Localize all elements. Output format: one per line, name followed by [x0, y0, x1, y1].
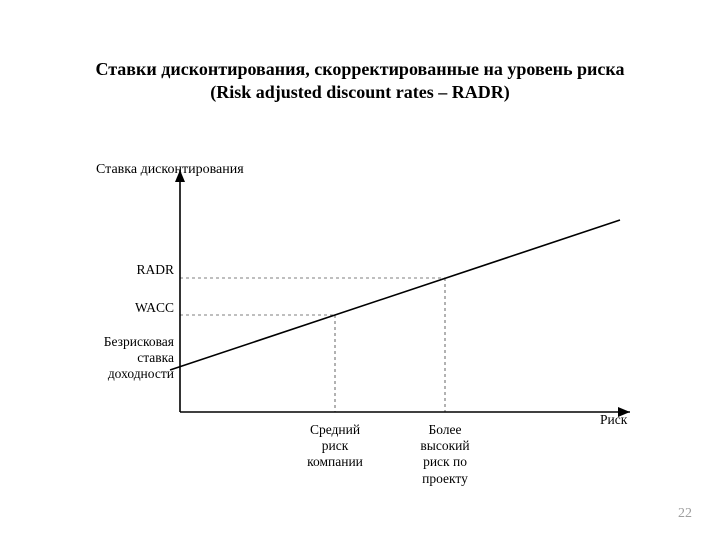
page-number: 22 — [678, 506, 692, 522]
y-tick-riskfree: Безрисковая ставка доходности — [88, 334, 174, 383]
y-tick-wacc: WACC — [88, 300, 174, 316]
x-axis-title: Риск — [600, 412, 660, 428]
page-title: Ставки дисконтирования, скорректированны… — [0, 58, 720, 105]
x-tick-avg-risk: Средний риск компании — [290, 422, 380, 471]
y-axis-title: Ставка дисконтирования — [96, 162, 244, 178]
title-line-2: (Risk adjusted discount rates – RADR) — [210, 82, 510, 102]
title-line-1: Ставки дисконтирования, скорректированны… — [95, 59, 624, 79]
chart-area: Ставка дисконтирования RADR WACC Безриск… — [90, 170, 630, 440]
y-tick-radr: RADR — [88, 262, 174, 278]
x-tick-high-risk: Более высокий риск по проекту — [400, 422, 490, 487]
